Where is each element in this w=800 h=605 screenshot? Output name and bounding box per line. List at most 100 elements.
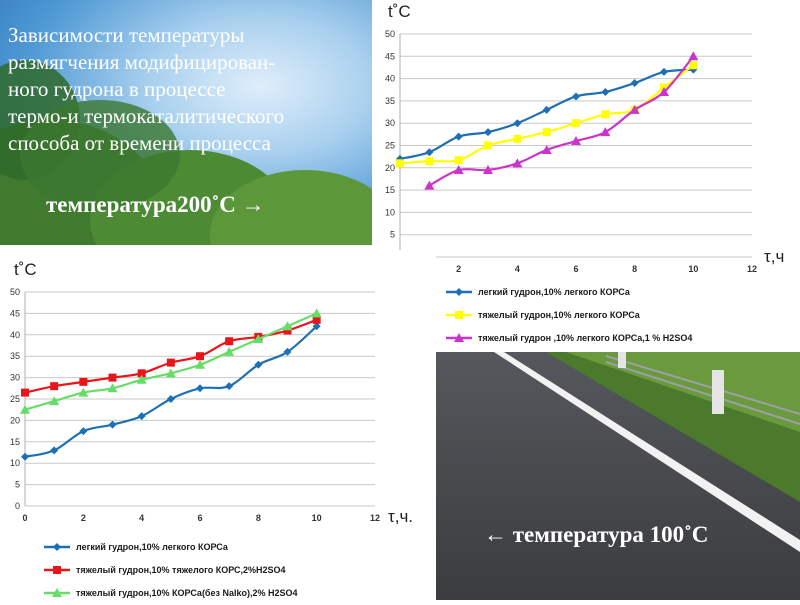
- data-point-triangle: [136, 374, 147, 384]
- title-line: термо-и термокаталитического: [8, 104, 285, 128]
- x-axis-label: τ,ч: [764, 247, 784, 266]
- temperature-200-label: температура200˚С →: [46, 192, 265, 217]
- data-point-diamond: [254, 360, 263, 369]
- series-line: [428, 55, 695, 187]
- legend-label: тяжелый гудрон ,10% легкого КОРСа,1 % H2…: [478, 333, 692, 343]
- data-point-diamond: [283, 347, 292, 356]
- data-point-square: [225, 337, 234, 346]
- y-tick-label: 40: [385, 74, 395, 84]
- y-tick-label: 30: [10, 373, 20, 383]
- legend-label: легкий гудрон,10% легкого КОРСа: [76, 542, 229, 552]
- data-point-square: [21, 388, 29, 397]
- x-tick-label: 10: [312, 513, 322, 523]
- data-point-triangle: [49, 396, 60, 406]
- x-tick-label: 12: [747, 264, 757, 274]
- y-tick-label: 10: [385, 207, 395, 217]
- data-point-diamond: [660, 67, 668, 76]
- data-point-diamond: [312, 322, 321, 331]
- x-tick-label: 4: [139, 513, 144, 523]
- data-point-diamond: [513, 119, 522, 128]
- data-point-triangle: [629, 104, 640, 114]
- data-point-triangle: [571, 136, 581, 146]
- data-point-square: [108, 373, 117, 382]
- data-point-triangle: [453, 165, 464, 175]
- x-tick-label: 0: [22, 513, 27, 523]
- y-tick-label: 5: [15, 480, 20, 490]
- data-point-diamond: [196, 384, 204, 393]
- legend-label: тяжелый гудрон,10% легкого КОРСа: [478, 310, 641, 320]
- y-tick-label: 35: [385, 96, 395, 106]
- data-point-triangle: [454, 333, 464, 342]
- data-point-square: [79, 377, 88, 386]
- y-tick-label: 15: [10, 437, 20, 447]
- data-point-triangle: [195, 359, 205, 369]
- x-axis-label: τ,ч.: [388, 507, 413, 526]
- y-tick-label: 45: [10, 308, 20, 318]
- x-tick-label: 8: [256, 513, 261, 523]
- data-point-square: [166, 358, 175, 367]
- x-tick-label: 6: [197, 513, 202, 523]
- data-point-diamond: [50, 446, 59, 455]
- data-point-diamond: [572, 92, 580, 101]
- data-point-triangle: [165, 368, 176, 378]
- data-point-diamond: [79, 427, 88, 436]
- data-point-triangle: [311, 308, 322, 318]
- legend-label: тяжелый гудрон,10% тяжелого КОРС,2%H2SO4: [76, 565, 286, 575]
- x-tick-label: 4: [515, 264, 520, 274]
- data-point-diamond: [542, 105, 551, 114]
- y-tick-label: 30: [385, 118, 395, 128]
- softening-temp-chart-100c: 0 5 10 15 20 25 30 35 40 45 50 0 2 4 6 8 10 12 t˚C τ,ч. легк…: [0, 250, 436, 600]
- title-line: размягчения модифицирован-: [8, 50, 276, 74]
- data-point-triangle: [78, 387, 89, 397]
- data-point-square: [283, 326, 292, 335]
- temperature-100-label: ← температура 100˚С: [484, 522, 709, 547]
- data-point-diamond: [21, 452, 29, 461]
- data-point-triangle: [541, 144, 552, 154]
- x-tick-label: 8: [632, 264, 637, 274]
- y-tick-label: 0: [15, 501, 20, 511]
- data-point-square: [53, 566, 61, 574]
- title-line: ного гудрона в процессе: [8, 77, 226, 101]
- data-point-diamond: [137, 412, 146, 421]
- chart-svg: 0 5 10 15 20 25 30 35 40 45 50 0 2 4 6 8 10 12 t˚C τ,ч. легк…: [10, 260, 413, 598]
- y-tick-label: 10: [10, 458, 20, 468]
- data-point-square: [513, 134, 522, 143]
- y-axis-label: t˚C: [388, 2, 411, 21]
- data-point-triangle: [600, 127, 611, 137]
- data-point-triangle: [253, 334, 264, 344]
- series-line: [24, 325, 318, 458]
- y-tick-label: 20: [10, 415, 20, 425]
- road-photo: [436, 352, 800, 600]
- data-point-triangle: [512, 158, 523, 168]
- data-point-square: [601, 110, 610, 119]
- data-point-triangle: [20, 404, 30, 414]
- y-tick-label: 15: [385, 185, 395, 195]
- data-point-diamond: [454, 132, 463, 141]
- data-point-diamond: [166, 395, 175, 403]
- x-tick-label: 2: [81, 513, 86, 523]
- data-point-square: [50, 382, 59, 391]
- y-tick-label: 5: [390, 230, 395, 240]
- tree-foliage: [20, 100, 180, 210]
- x-tick-label: 6: [573, 264, 578, 274]
- data-point-triangle: [52, 588, 62, 597]
- title-line: Зависимости температуры: [8, 23, 245, 47]
- y-tick-label: 25: [385, 141, 395, 151]
- data-point-square: [455, 311, 463, 319]
- data-point-triangle: [659, 86, 669, 96]
- data-point-diamond: [601, 87, 610, 96]
- legend-label: легкий гудрон,10% легкого КОРСа: [478, 287, 631, 297]
- title-line: способа от времени процесса: [8, 131, 271, 155]
- data-point-triangle: [282, 321, 293, 331]
- y-axis-label: t˚C: [14, 260, 37, 279]
- sky-tree-photo: [0, 0, 372, 245]
- data-point-diamond: [425, 148, 434, 157]
- data-point-square: [425, 157, 434, 166]
- data-point-diamond: [53, 543, 61, 551]
- data-point-triangle: [424, 180, 435, 190]
- slide-title: Зависимости температуры размягчения моди…: [8, 22, 360, 157]
- y-tick-label: 35: [10, 351, 20, 361]
- y-tick-label: 25: [10, 394, 20, 404]
